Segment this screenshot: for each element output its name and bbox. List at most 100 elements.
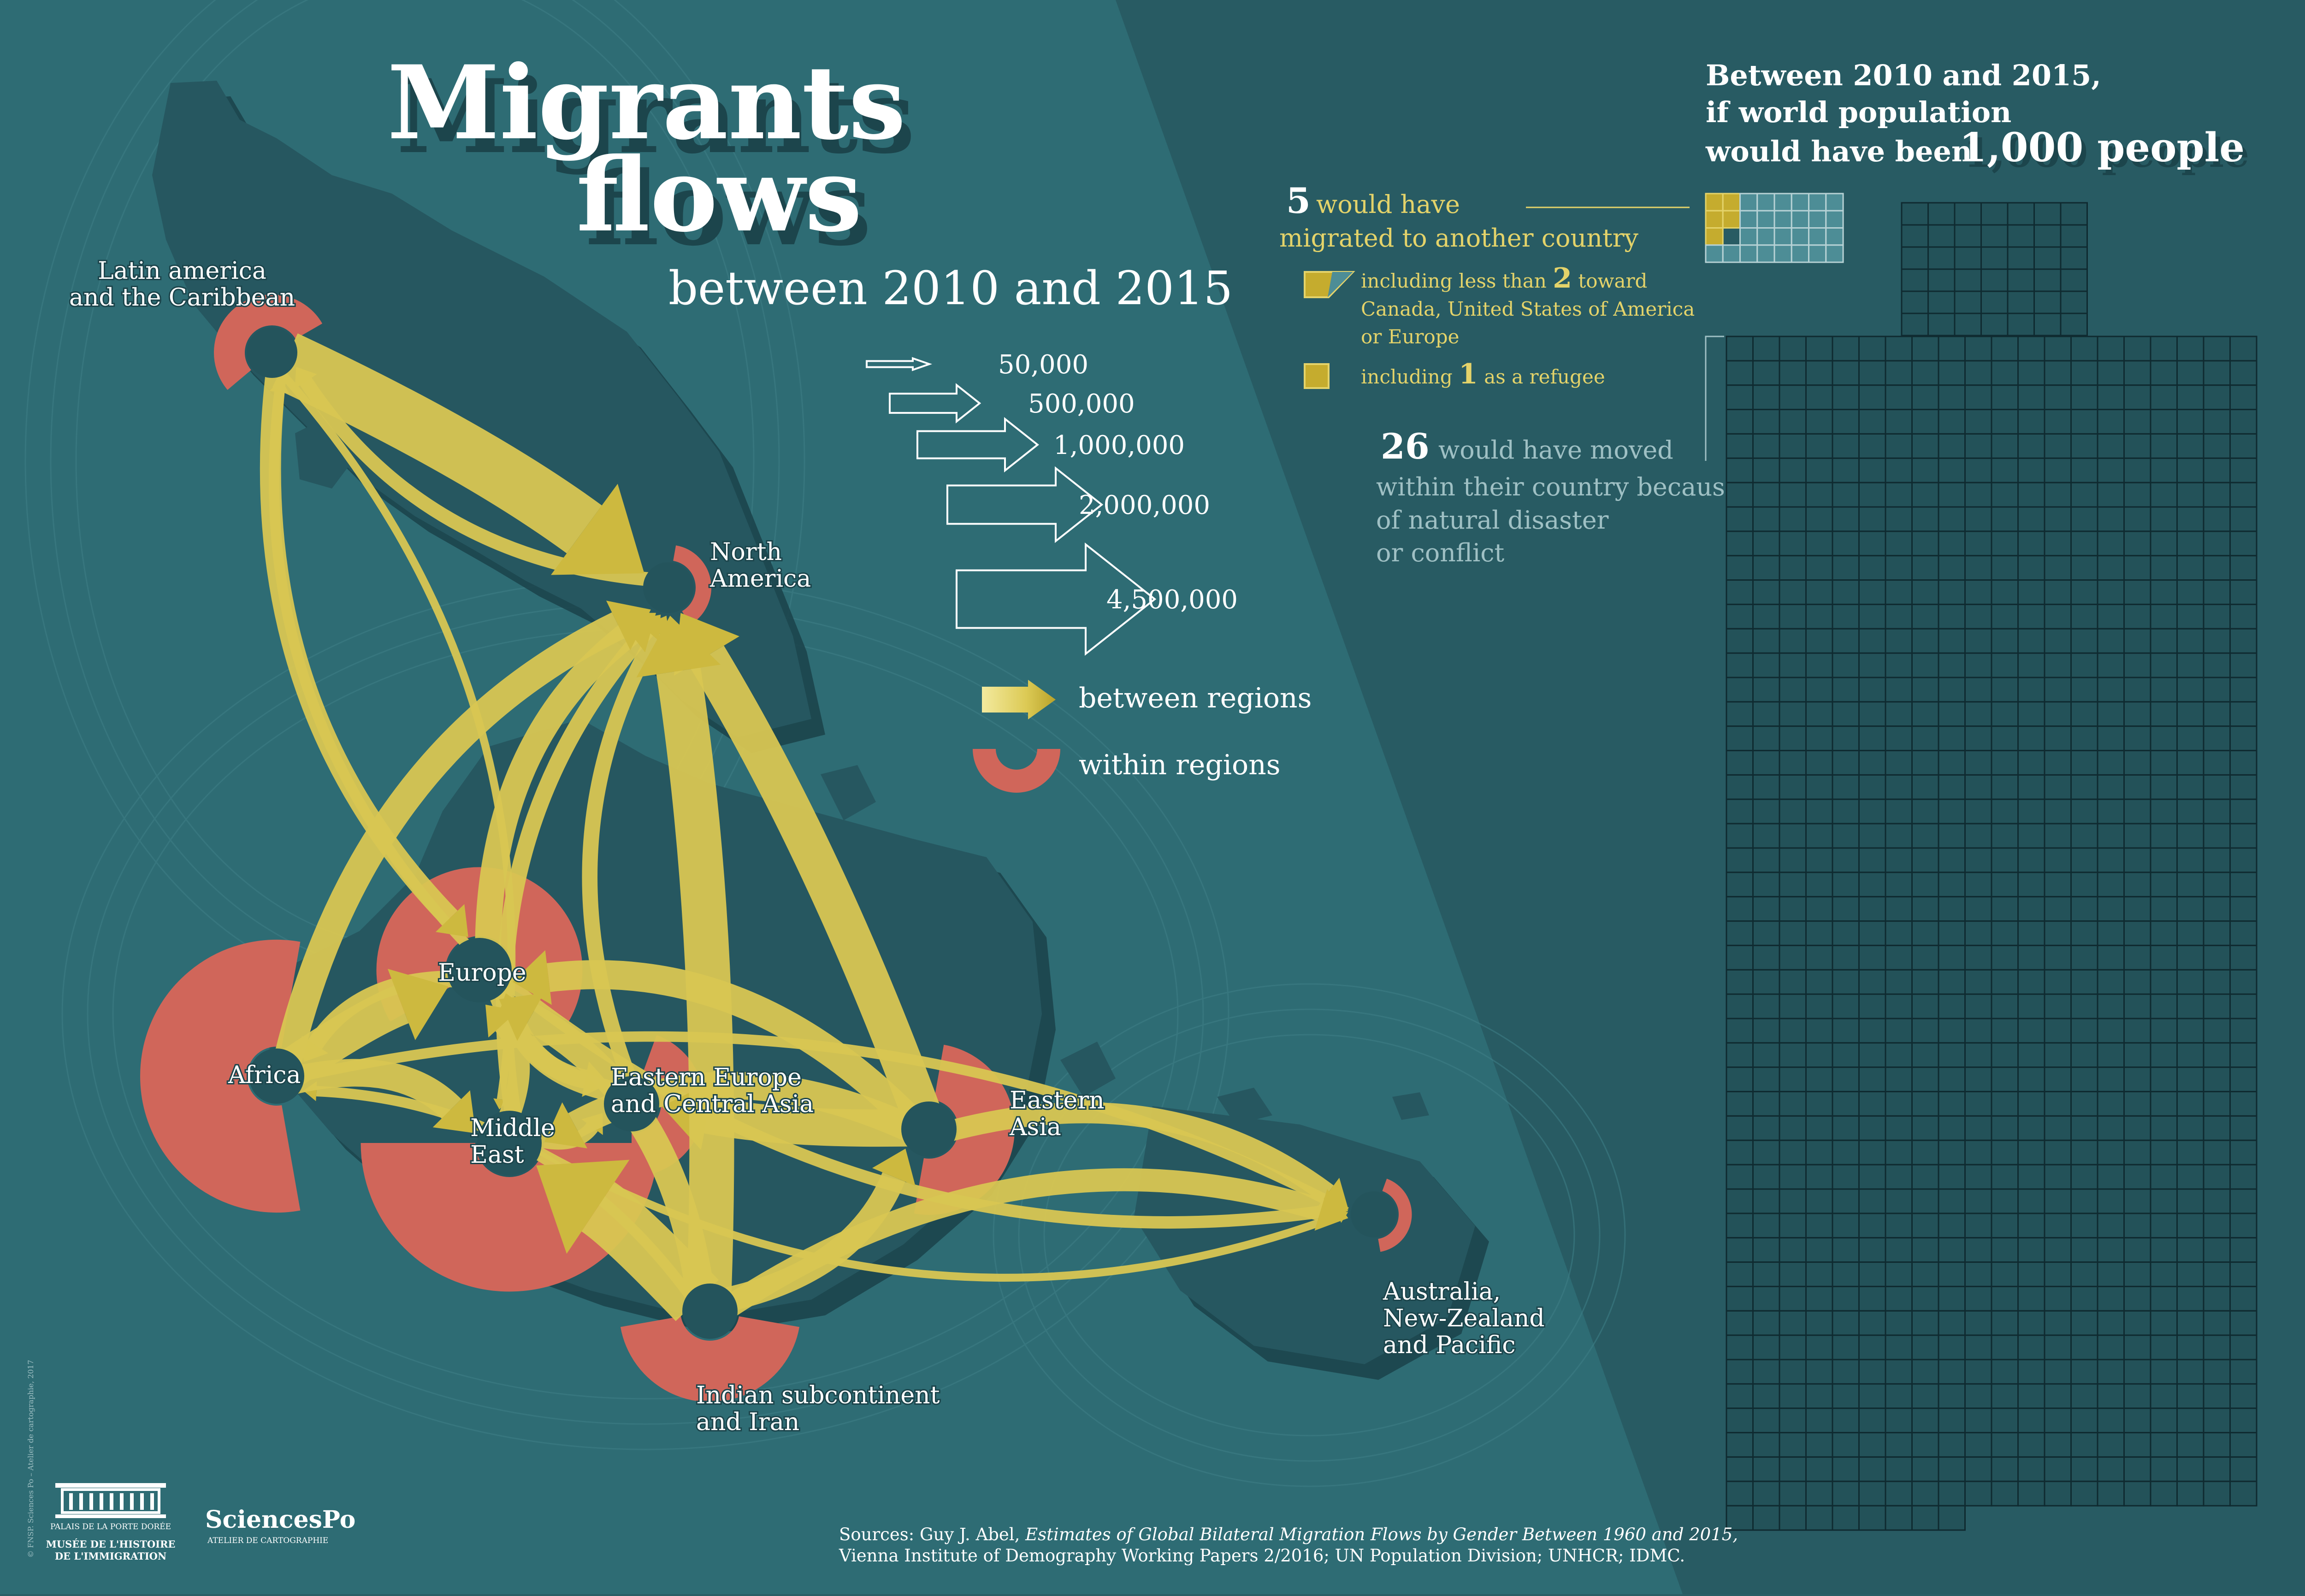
population-square <box>1964 360 1992 386</box>
population-square <box>1964 1139 1992 1166</box>
population-square <box>1726 1018 1754 1044</box>
population-square <box>1885 823 1913 849</box>
population-square <box>2203 1310 2231 1336</box>
population-square <box>1938 1261 1966 1287</box>
population-square <box>1885 1139 1913 1166</box>
population-square <box>2229 409 2258 435</box>
population-square <box>1752 1042 1780 1068</box>
population-square <box>1779 1188 1807 1214</box>
population-square <box>1752 1213 1780 1239</box>
population-square <box>2150 1310 2178 1336</box>
population-square <box>1805 1164 1833 1190</box>
population-square <box>1911 1408 1939 1434</box>
population-square <box>1991 701 2019 727</box>
flow-shaft <box>547 960 924 1134</box>
population-square <box>1964 555 1992 581</box>
population-square <box>2176 652 2205 678</box>
population-square <box>1991 1066 2019 1093</box>
population-square <box>2123 798 2151 825</box>
population-square <box>1911 1456 1939 1482</box>
legend-scale-arrow <box>946 466 1104 543</box>
population-square <box>2203 1480 2231 1507</box>
region-label-aus: Australia, <box>1383 1278 1501 1306</box>
population-square <box>1858 1164 1886 1190</box>
population-square <box>2176 677 2205 703</box>
population-square <box>1726 409 1754 435</box>
population-square <box>1805 1334 1833 1360</box>
population-square <box>2097 1285 2125 1312</box>
population-square <box>2033 224 2062 248</box>
moved-line-1: would have moved <box>1438 436 1673 465</box>
population-square <box>1726 1408 1754 1434</box>
population-square <box>2044 677 2072 703</box>
population-square <box>1858 1066 1886 1093</box>
population-square <box>2176 1359 2205 1385</box>
population-square <box>2123 1480 2151 1507</box>
population-square <box>1832 457 1860 483</box>
population-square <box>1779 944 1807 971</box>
migrated-line-1: would have <box>1316 190 1460 219</box>
population-square <box>1885 677 1913 703</box>
population-square <box>2150 798 2178 825</box>
population-square <box>1832 555 1860 581</box>
hub-india <box>682 1284 738 1339</box>
population-square <box>2203 555 2231 581</box>
population-square <box>2007 202 2035 226</box>
population-square <box>1938 1408 1966 1434</box>
population-square <box>1964 1018 1992 1044</box>
population-square <box>1991 896 2019 922</box>
population-square <box>2229 628 2258 654</box>
population-square <box>1964 336 1992 362</box>
population-square <box>2176 530 2205 557</box>
population-square <box>2070 847 2098 873</box>
population-square <box>1752 1505 1780 1531</box>
population-square <box>1938 1018 1966 1044</box>
population-square <box>2203 336 2231 362</box>
population-square <box>1805 1456 1833 1482</box>
population-square <box>1911 750 1939 776</box>
population-square <box>1938 1091 1966 1117</box>
population-square <box>2070 1432 2098 1458</box>
population-square <box>2007 246 2035 270</box>
population-square <box>1858 652 1886 678</box>
population-square <box>1726 457 1754 483</box>
population-square <box>1779 969 1807 995</box>
population-square <box>1991 1091 2019 1117</box>
population-square <box>1858 993 1886 1019</box>
population-square <box>1779 1432 1807 1458</box>
population-square <box>1779 1139 1807 1166</box>
population-square <box>2097 798 2125 825</box>
population-square <box>1991 433 2019 459</box>
population-square <box>1805 457 1833 483</box>
displaced-square <box>1773 193 1792 212</box>
population-square <box>1752 1285 1780 1312</box>
population-square <box>1726 1480 1754 1507</box>
population-square <box>1726 1139 1754 1166</box>
population-square <box>2044 1213 2072 1239</box>
population-square <box>1779 701 1807 727</box>
population-square <box>1779 336 1807 362</box>
population-square <box>1991 579 2019 605</box>
population-square <box>1832 896 1860 922</box>
population-square <box>2017 944 2045 971</box>
population-square <box>2150 944 2178 971</box>
population-square <box>1858 457 1886 483</box>
population-square <box>2176 1432 2205 1458</box>
population-square <box>1726 336 1754 362</box>
population-square <box>2150 384 2178 411</box>
population-square <box>1832 1115 1860 1141</box>
displaced-square <box>1808 244 1827 263</box>
displaced-square <box>1756 210 1775 229</box>
population-square <box>2070 433 2098 459</box>
population-square <box>2123 433 2151 459</box>
population-square <box>2017 1164 2045 1190</box>
population-square <box>2123 1115 2151 1141</box>
museum-column <box>140 1493 144 1510</box>
population-square <box>2044 774 2072 800</box>
population-square <box>2097 1139 2125 1166</box>
population-square <box>2203 823 2231 849</box>
population-square <box>2203 1091 2231 1117</box>
population-square <box>2229 506 2258 532</box>
population-square <box>2044 555 2072 581</box>
